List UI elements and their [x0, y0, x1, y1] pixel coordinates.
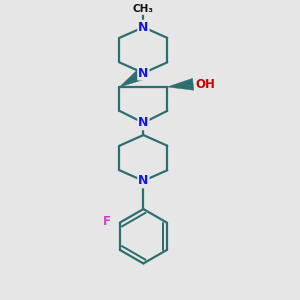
Text: OH: OH: [196, 78, 216, 91]
Text: N: N: [138, 116, 148, 129]
Text: F: F: [103, 215, 110, 228]
Text: N: N: [138, 67, 148, 80]
Text: N: N: [138, 21, 148, 34]
Text: CH₃: CH₃: [133, 4, 154, 14]
Polygon shape: [119, 67, 147, 87]
Text: N: N: [138, 174, 148, 188]
Polygon shape: [167, 78, 194, 90]
